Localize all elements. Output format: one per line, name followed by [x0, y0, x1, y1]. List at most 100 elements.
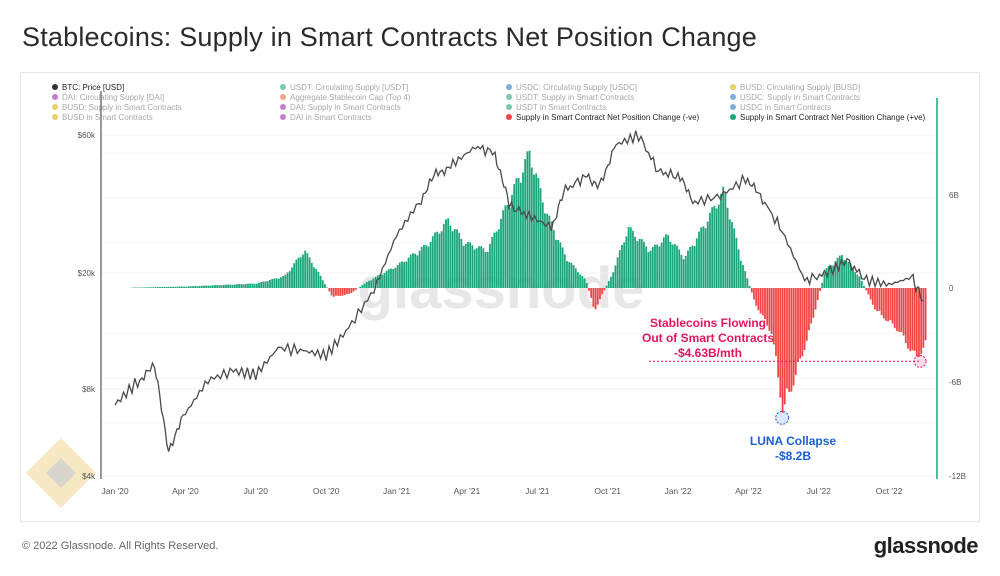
net-position-bar [693, 246, 696, 288]
net-position-bar [920, 288, 923, 354]
net-position-bar [464, 243, 467, 288]
net-position-bar [236, 284, 238, 288]
net-position-bar [627, 227, 630, 288]
net-position-bar [434, 232, 436, 288]
net-position-bar [381, 274, 384, 288]
net-position-bar [291, 267, 293, 288]
legend-label: Aggregate Stablecoin Cap (Top 4) [290, 93, 411, 102]
net-position-bar [511, 194, 513, 288]
net-position-bar [640, 239, 643, 288]
net-position-bar [458, 232, 461, 288]
net-position-bar [711, 207, 714, 288]
net-position-bar [368, 280, 370, 288]
net-position-bar [757, 288, 760, 311]
net-position-bar [673, 244, 676, 288]
net-position-bar [200, 285, 203, 288]
net-position-bar [266, 281, 269, 288]
legend-label: USDT: Circulating Supply [USDT] [290, 83, 408, 92]
legend-item[interactable]: USDT: Supply in Smart Contracts [506, 93, 634, 102]
net-position-bar [524, 159, 527, 288]
legend-item[interactable]: DAI in Smart Contracts [280, 113, 372, 122]
y-left-tick-label: $8k [82, 385, 96, 394]
chart-svg[interactable]: glassnode BTC: Price [USD] USDT: Circulat… [21, 73, 979, 521]
net-position-bar [299, 257, 302, 288]
legend-item[interactable]: USDC: Circulating Supply [USDC] [506, 83, 637, 92]
legend-item[interactable]: BUSD: Supply in Smart Contracts [52, 103, 182, 112]
legend-item[interactable]: USDC in Smart Contracts [730, 103, 831, 112]
net-position-bar [456, 229, 458, 288]
net-position-bar [306, 253, 309, 288]
net-position-bar [790, 288, 793, 392]
legend-item[interactable]: Supply in Smart Contract Net Position Ch… [506, 113, 700, 122]
net-position-bar [192, 286, 194, 288]
net-position-bar [654, 244, 656, 288]
legend-item[interactable]: BTC: Price [USD] [52, 83, 124, 92]
net-position-bar [788, 288, 791, 393]
net-position-bar [922, 288, 925, 348]
net-position-bar [803, 288, 806, 351]
net-position-bar [154, 287, 157, 288]
legend-item[interactable]: USDT: Circulating Supply [USDT] [280, 83, 408, 92]
legend-dot-icon [52, 114, 58, 120]
net-position-bar [247, 283, 249, 288]
net-position-bar [330, 288, 333, 296]
annotation-luna-line: LUNA Collapse [750, 434, 837, 448]
footer-brand-logo[interactable]: glassnode [873, 533, 979, 558]
legend-dot-icon [730, 94, 736, 100]
net-position-bar [392, 268, 395, 288]
legend-item[interactable]: USDT in Smart Contracts [506, 103, 606, 112]
net-position-bar [438, 233, 441, 288]
net-position-bar [530, 167, 533, 288]
net-position-bar [801, 288, 804, 357]
legend-item[interactable]: USDC: Supply in Smart Contracts [730, 93, 860, 102]
net-position-bar [409, 254, 412, 288]
btc-price-line [114, 130, 924, 452]
net-position-bar [321, 280, 324, 288]
x-tick-label: Apr '21 [454, 486, 481, 496]
net-position-bar [764, 288, 766, 320]
net-position-bar [570, 262, 573, 288]
net-position-bar [220, 285, 223, 288]
net-position-bar [341, 288, 344, 296]
net-position-bar [909, 288, 912, 352]
net-position-bar [152, 287, 155, 288]
net-position-bar [753, 288, 755, 300]
net-position-bar [733, 228, 736, 288]
net-position-bar [735, 237, 738, 288]
net-position-bar [816, 288, 819, 301]
net-position-bar [629, 227, 632, 288]
net-position-bar [665, 234, 667, 288]
legend-item[interactable]: DAI: Supply in Smart Contracts [280, 103, 401, 112]
net-position-bar [286, 272, 289, 288]
net-position-bar [324, 284, 326, 288]
net-position-bar [871, 288, 874, 305]
net-position-bar [552, 230, 555, 288]
legend-item[interactable]: DAI: Circulating Supply [DAI] [52, 93, 164, 102]
legend-item[interactable]: Aggregate Stablecoin Cap (Top 4) [280, 93, 411, 102]
net-position-bar [724, 192, 727, 288]
legend-dot-icon [730, 114, 736, 120]
net-position-bar [359, 286, 362, 288]
legend-item[interactable]: BUSD in Smart Contracts [52, 113, 153, 122]
legend-label: BUSD: Supply in Smart Contracts [62, 103, 182, 112]
net-position-bar [577, 272, 579, 288]
legend-label: DAI: Supply in Smart Contracts [290, 103, 401, 112]
legend-item[interactable]: BUSD: Circulating Supply [BUSD] [730, 83, 860, 92]
net-position-bar [348, 288, 351, 294]
net-position-bar [805, 288, 808, 341]
x-tick-label: Jul '22 [807, 486, 832, 496]
net-position-bar [222, 284, 225, 288]
net-position-bar [911, 288, 914, 351]
net-position-bar [550, 221, 553, 288]
net-position-bar [156, 287, 159, 288]
net-position-bar [442, 224, 445, 288]
net-position-bar [150, 287, 153, 288]
legend[interactable]: BTC: Price [USD] USDT: Circulating Supply… [52, 83, 926, 122]
net-position-bar [691, 245, 694, 288]
legend-item[interactable]: Supply in Smart Contract Net Position Ch… [730, 113, 926, 122]
net-position-bar [493, 232, 496, 288]
legend-label: USDC in Smart Contracts [740, 103, 831, 112]
net-position-bar [739, 260, 742, 288]
legend-label: BUSD in Smart Contracts [62, 113, 153, 122]
net-position-bar [343, 288, 346, 295]
